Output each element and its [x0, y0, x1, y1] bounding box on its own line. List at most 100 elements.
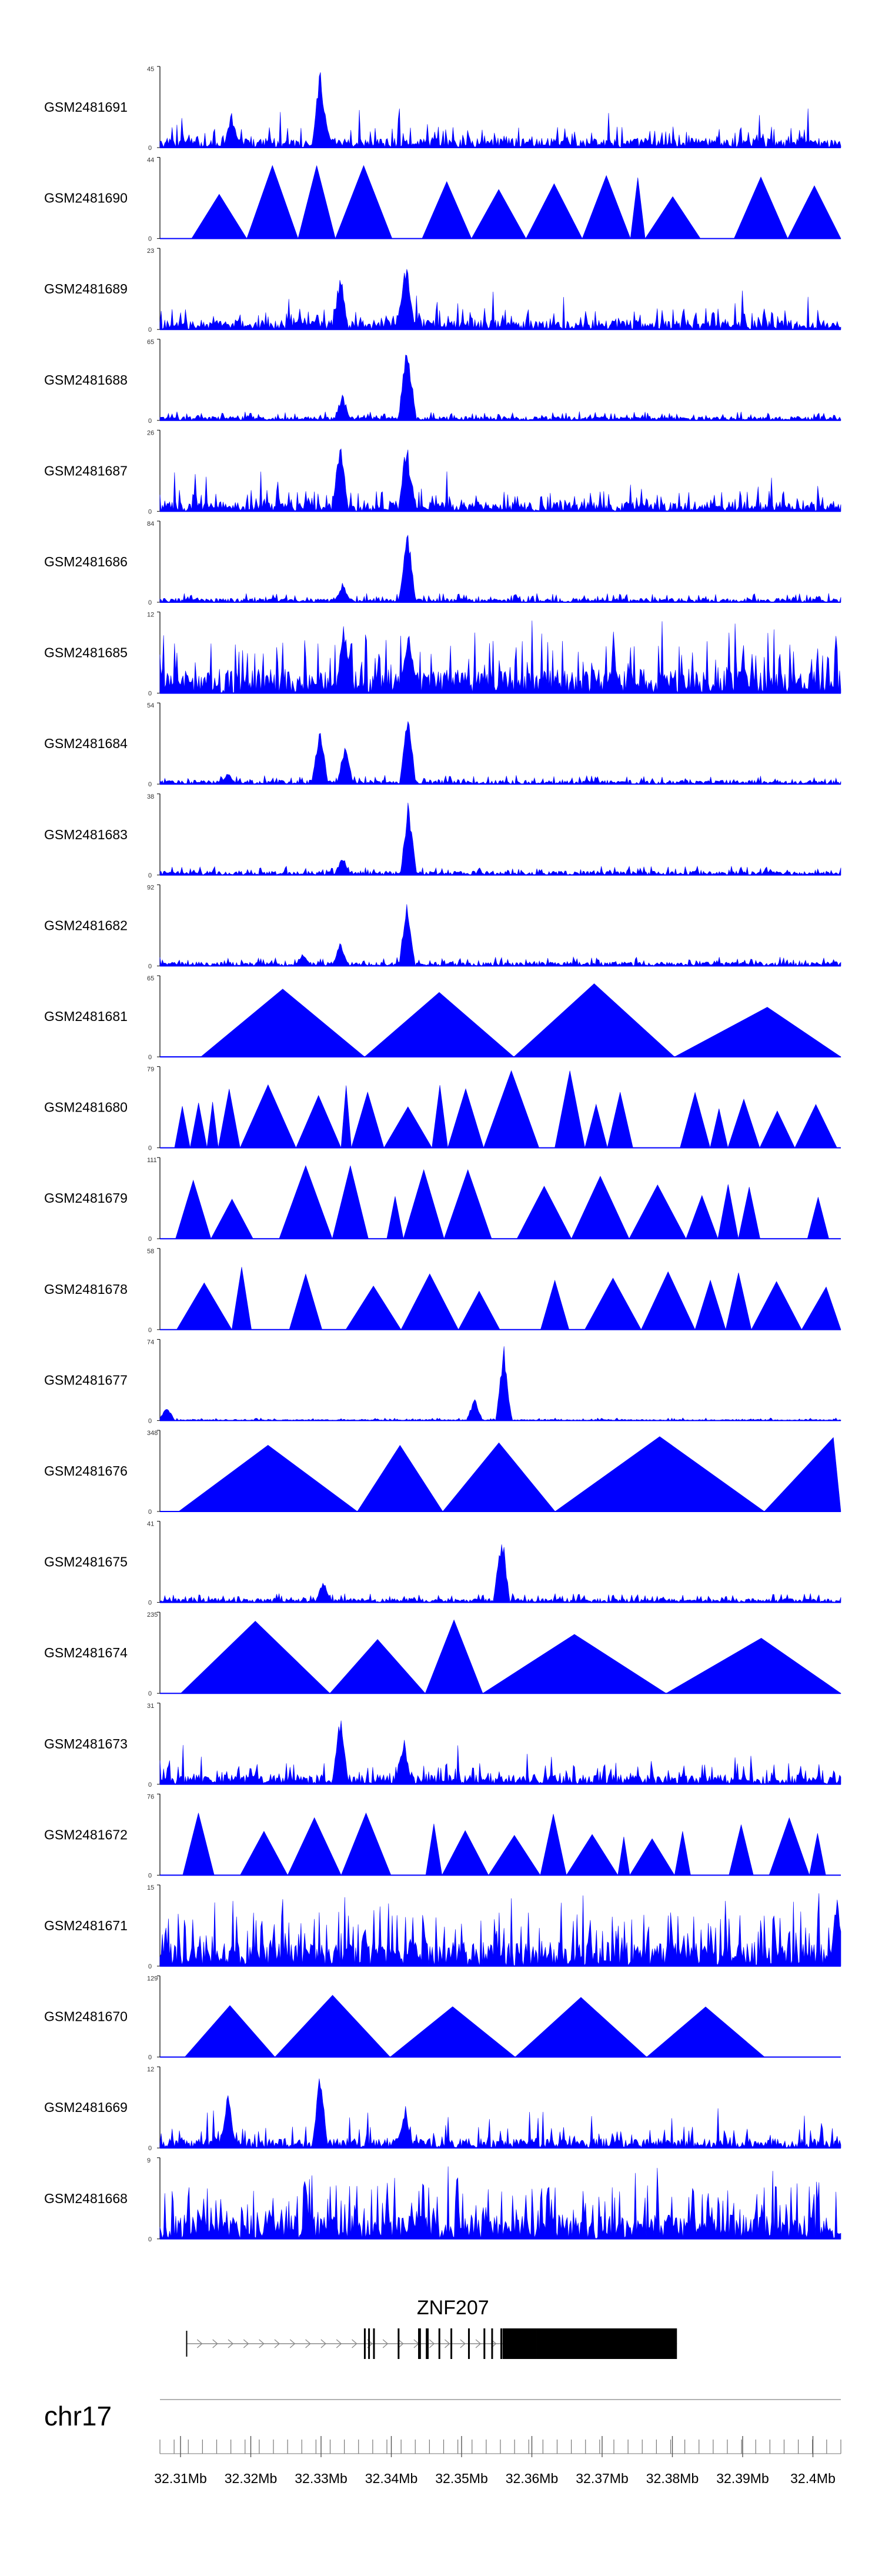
track-max-label: 58 — [147, 1248, 154, 1255]
coverage-area — [159, 1720, 841, 1785]
exon — [418, 2328, 421, 2359]
coverage-area — [159, 620, 841, 694]
chromosome-label: chr17 — [44, 2401, 112, 2431]
coverage-area — [159, 534, 841, 603]
exon — [500, 2328, 502, 2359]
exon — [450, 2328, 453, 2359]
track-label: GSM2481670 — [44, 2009, 128, 2024]
track-min-label: 0 — [148, 1417, 152, 1424]
strand-arrow — [289, 2339, 296, 2348]
track-min-label: 0 — [148, 1872, 152, 1879]
track-max-label: 44 — [147, 157, 154, 164]
track-max-label: 129 — [147, 1976, 158, 1983]
track-min-label: 0 — [148, 2236, 152, 2243]
track-label: GSM2481678 — [44, 1282, 128, 1297]
track-min-label: 0 — [148, 236, 152, 243]
coverage-area — [176, 1267, 841, 1330]
track-label: GSM2481675 — [44, 1554, 128, 1570]
track-min-label: 0 — [148, 1963, 152, 1970]
coverage-area — [159, 72, 841, 148]
track-min-label: 0 — [148, 963, 152, 970]
track-label: GSM2481674 — [44, 1645, 128, 1660]
axis-tick-label: 32.33Mb — [295, 2471, 348, 2486]
strand-arrow — [259, 2339, 265, 2348]
exon — [397, 2328, 400, 2359]
strand-arrow — [305, 2339, 311, 2348]
coverage-area — [159, 448, 841, 512]
track-max-label: 54 — [147, 702, 154, 709]
track-label: GSM2481687 — [44, 463, 128, 478]
track-label: GSM2481689 — [44, 281, 128, 296]
strand-arrow — [460, 2339, 466, 2348]
track-max-label: 12 — [147, 612, 154, 619]
exon — [491, 2328, 493, 2359]
axis-tick-label: 32.4Mb — [790, 2471, 836, 2486]
coverage-area — [178, 1436, 841, 1512]
track-label: GSM2481669 — [44, 2100, 128, 2115]
track-label: GSM2481683 — [44, 827, 128, 842]
track-min-label: 0 — [148, 1236, 152, 1243]
track-max-label: 348 — [147, 1430, 158, 1437]
track-max-label: 84 — [147, 520, 154, 528]
coverage-area — [180, 1619, 841, 1694]
track-label: GSM2481668 — [44, 2191, 128, 2206]
strand-arrow — [228, 2339, 234, 2348]
track-max-label: 235 — [147, 1611, 158, 1619]
exon — [368, 2328, 370, 2359]
track-min-label: 0 — [148, 1690, 152, 1697]
track-max-label: 12 — [147, 2066, 154, 2073]
track-min-label: 0 — [148, 2054, 152, 2061]
track-label: GSM2481686 — [44, 554, 128, 569]
track-label: GSM2481690 — [44, 191, 128, 206]
axis-tick-label: 32.37Mb — [576, 2471, 629, 2486]
track-label: GSM2481691 — [44, 99, 128, 115]
strand-arrow — [382, 2339, 389, 2348]
track-min-label: 0 — [148, 508, 152, 515]
coverage-area — [159, 1893, 841, 1967]
coverage-area — [159, 802, 841, 876]
axis-tick-label: 32.39Mb — [716, 2471, 769, 2486]
track-label: GSM2481680 — [44, 1100, 128, 1115]
track-min-label: 0 — [148, 418, 152, 425]
track-label: GSM2481676 — [44, 1463, 128, 1479]
track-max-label: 45 — [147, 66, 154, 73]
exon — [373, 2328, 375, 2359]
strand-arrow — [274, 2339, 280, 2348]
strand-arrow — [445, 2339, 450, 2348]
track-min-label: 0 — [148, 690, 152, 698]
tracks-group: GSM2481691 45 0 GSM2481690 44 0 GSM2481689 23 0 G… — [44, 66, 841, 2243]
strand-arrow — [196, 2339, 203, 2348]
axis-tick-label: 32.32Mb — [225, 2471, 278, 2486]
track-label: GSM2481677 — [44, 1372, 128, 1387]
axis-tick-label: 32.34Mb — [365, 2471, 418, 2486]
track-label: GSM2481681 — [44, 1009, 128, 1024]
track-max-label: 65 — [147, 975, 154, 982]
track-label: GSM2481672 — [44, 1827, 128, 1842]
track-max-label: 15 — [147, 1884, 154, 1891]
exon-utr — [502, 2328, 537, 2359]
track-min-label: 0 — [148, 1327, 152, 1334]
track-max-label: 65 — [147, 339, 154, 346]
coverage-area — [191, 165, 841, 239]
track-max-label: 74 — [147, 1339, 154, 1346]
exon — [467, 2328, 470, 2359]
exon — [363, 2328, 366, 2359]
track-min-label: 0 — [148, 1145, 152, 1152]
exon — [483, 2328, 486, 2359]
coverage-area — [159, 269, 841, 331]
track-max-label: 31 — [147, 1703, 154, 1710]
track-max-label: 26 — [147, 429, 154, 436]
track-max-label: 41 — [147, 1521, 154, 1528]
genome-axis: chr17 32.31Mb 32.32Mb 32.33Mb 32.34Mb 32.35M… — [44, 2399, 841, 2486]
coverage-area — [200, 983, 841, 1057]
track-label: GSM2481679 — [44, 1190, 128, 1206]
track-max-label: 79 — [147, 1066, 154, 1073]
exon — [438, 2328, 440, 2359]
track-min-label: 0 — [148, 1509, 152, 1516]
coverage-area — [159, 904, 841, 967]
track-max-label: 9 — [147, 2157, 151, 2164]
track-max-label: 92 — [147, 884, 154, 891]
track-min-label: 0 — [148, 1600, 152, 1607]
strand-arrow — [429, 2339, 435, 2348]
gene-label: ZNF207 — [417, 2297, 489, 2319]
